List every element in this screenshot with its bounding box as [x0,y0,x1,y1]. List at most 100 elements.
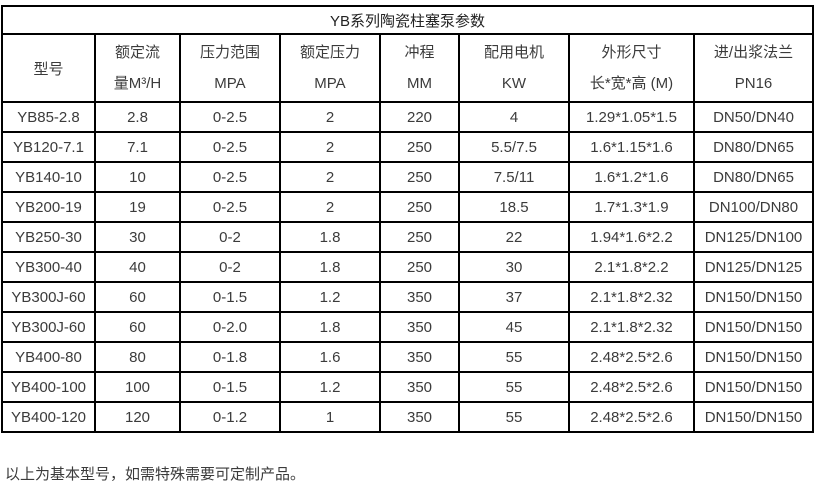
cell: 1.7*1.3*1.9 [568,191,695,223]
column-header-3: 压力范围 MPA [179,33,281,103]
table-row: YB250-30 30 0-2 1.8 250 22 1.94*1.6*2.2 DN125/D… [1,221,814,253]
column-header-8: 进/出浆法兰 PN16 [692,33,814,103]
cell: 250 [379,251,460,283]
cell: DN150/DN150 [692,371,814,403]
cell: 2.8 [94,101,181,133]
cell: 1 [279,401,381,433]
cell: 350 [379,341,460,373]
cell: 7.5/11 [458,161,570,193]
cell: 1.8 [279,221,381,253]
cell: 2 [279,161,381,193]
cell: 250 [379,191,460,223]
cell: 2.1*1.8*2.32 [568,311,695,343]
table-body: YB85-2.8 2.8 0-2.5 2 220 4 1.29*1.05*1.5 DN50/D… [1,101,814,433]
cell: 250 [379,131,460,163]
header-row: 型号 额定流 量M³/H 压力范围 MPA 额定压力 MPA 冲程 MM 配用电机 KW 外形尺寸 长*… [1,33,814,103]
cell: DN150/DN150 [692,311,814,343]
column-header-7: 外形尺寸长*宽*高 (M) [568,33,695,103]
column-header-line1: 外形尺寸 [601,44,662,61]
cell: 18.5 [458,191,570,223]
cell: 0-2.5 [179,131,281,163]
cell: 40 [94,251,181,283]
cell: YB140-10 [1,161,96,193]
cell: YB300J-60 [1,281,96,313]
column-header-line2: 量M³/H [113,75,162,92]
cell: 2.48*2.5*2.6 [568,401,695,433]
column-header-line1: 进/出浆法兰 [713,44,794,61]
cell: DN150/DN150 [692,341,814,373]
cell: 10 [94,161,181,193]
cell: 55 [458,371,570,403]
cell: 7.1 [94,131,181,163]
cell: 0-2.5 [179,101,281,133]
cell: YB250-30 [1,221,96,253]
column-header-line1: 额定流 [114,44,160,61]
cell: 37 [458,281,570,313]
cell: DN150/DN150 [692,281,814,313]
cell: 1.2 [279,281,381,313]
table-row: YB85-2.8 2.8 0-2.5 2 220 4 1.29*1.05*1.5 DN50/D… [1,101,814,133]
table-row: YB300J-60 60 0-1.5 1.2 350 37 2.1*1.8*2.32 DN15… [1,281,814,313]
table-row: YB120-7.1 7.1 0-2.5 2 250 5.5/7.5 1.6*1.15*1.6… [1,131,814,163]
cell: 1.2 [279,371,381,403]
cell: 2 [279,101,381,133]
cell: 220 [379,101,460,133]
cell: 0-1.2 [179,401,281,433]
cell: 0-2.0 [179,311,281,343]
cell: 1.8 [279,251,381,283]
cell: 2 [279,131,381,163]
table-row: YB200-19 19 0-2.5 2 250 18.5 1.7*1.3*1.9 DN100/… [1,191,814,223]
cell: 60 [94,281,181,313]
table-row: YB300-40 40 0-2 1.8 250 30 2.1*1.8*2.2 DN125/DN… [1,251,814,283]
cell: DN80/DN65 [692,161,814,193]
cell: 0-2 [179,221,281,253]
cell: 55 [458,401,570,433]
cell: 0-2 [179,251,281,283]
cell: 120 [94,401,181,433]
cell: 0-1.5 [179,371,281,403]
table-row: YB300J-60 60 0-2.0 1.8 350 45 2.1*1.8*2.32 DN15… [1,311,814,343]
cell: 30 [458,251,570,283]
column-header-line2: 长*宽*高 (M) [589,75,674,92]
cell: 45 [458,311,570,343]
cell: 2.1*1.8*2.32 [568,281,695,313]
cell: YB200-19 [1,191,96,223]
cell: 80 [94,341,181,373]
cell: 0-1.8 [179,341,281,373]
cell: 2.48*2.5*2.6 [568,341,695,373]
table-row: YB400-80 80 0-1.8 1.6 350 55 2.48*2.5*2.6 DN150… [1,341,814,373]
cell: YB400-80 [1,341,96,373]
table-title-row: YB系列陶瓷柱塞泵参数 [0,5,814,35]
column-header-1: 型号 [1,33,96,103]
cell: 2.1*1.8*2.2 [568,251,695,283]
cell: 100 [94,371,181,403]
cell: 350 [379,371,460,403]
cell: YB300J-60 [1,311,96,343]
table-title: YB系列陶瓷柱塞泵参数 [0,5,814,35]
table-footnote: 以上为基本型号，如需特殊需要可定制产品。 [5,466,306,483]
column-header-2: 额定流量M³/H [94,33,181,103]
column-header-line1: 配用电机 [483,44,544,61]
cell: 30 [94,221,181,253]
cell: 1.6*1.2*1.6 [568,161,695,193]
cell: 1.29*1.05*1.5 [568,101,695,133]
cell: 350 [379,311,460,343]
column-header-line1: 冲程 [404,44,435,61]
column-header-line2: MM [407,75,432,92]
cell: YB400-100 [1,371,96,403]
cell: 250 [379,161,460,193]
table-row: YB400-120 120 0-1.2 1 350 55 2.48*2.5*2.6 DN150… [1,401,814,433]
column-header-5: 冲程 MM [379,33,460,103]
cell: 250 [379,221,460,253]
cell: DN80/DN65 [692,131,814,163]
column-header-line2: MPA [314,75,346,92]
cell: 60 [94,311,181,343]
cell: 2 [279,191,381,223]
cell: DN150/DN150 [692,401,814,433]
column-header-line1: 额定压力 [299,44,360,61]
cell: YB300-40 [1,251,96,283]
column-header-line2: PN16 [734,75,773,92]
cell: 0-2.5 [179,161,281,193]
cell: 0-1.5 [179,281,281,313]
